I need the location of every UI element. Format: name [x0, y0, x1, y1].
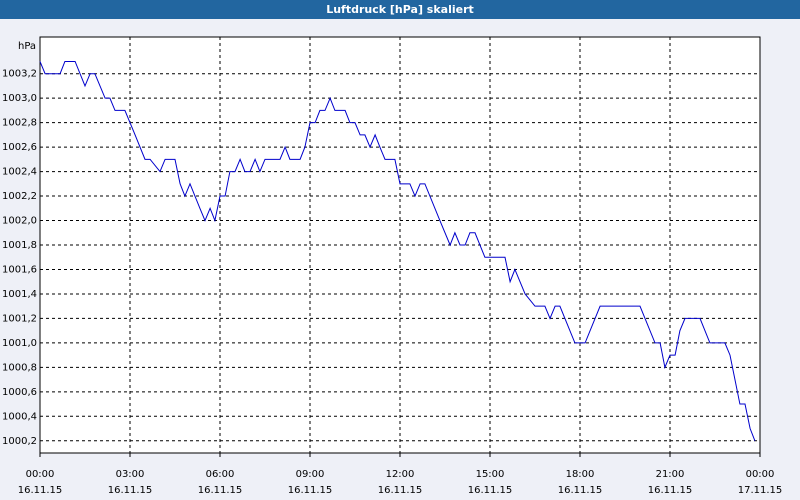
- title-bar: [0, 0, 800, 19]
- x-tick-label: 03:00: [116, 469, 145, 480]
- y-tick-label: 1000,4: [2, 411, 37, 422]
- y-tick-label: 1003,2: [2, 69, 37, 80]
- y-tick-label: 1001,6: [2, 264, 37, 275]
- y-axis-label: hPa: [18, 41, 36, 52]
- y-tick-label: 1001,8: [2, 240, 37, 251]
- x-tick-label: 00:00: [26, 469, 55, 480]
- x-tick-label: 06:00: [206, 469, 235, 480]
- y-tick-label: 1002,2: [2, 191, 37, 202]
- y-tick-label: 1002,0: [2, 216, 37, 227]
- y-tick-label: 1001,4: [2, 289, 37, 300]
- x-tick-label: 00:00: [746, 469, 775, 480]
- y-tick-label: 1002,6: [2, 142, 37, 153]
- x-tick-label: 16.11.15: [18, 485, 63, 496]
- x-tick-label: 16.11.15: [288, 485, 333, 496]
- plot-border: [39, 36, 761, 454]
- x-tick-label: 16.11.15: [378, 485, 423, 496]
- x-tick-label: 16.11.15: [108, 485, 153, 496]
- x-tick-label: 18:00: [566, 469, 595, 480]
- data-line: [39, 60, 756, 441]
- y-tick-label: 1001,0: [2, 338, 37, 349]
- x-tick-label: 16.11.15: [468, 485, 513, 496]
- x-tick-label: 16.11.15: [648, 485, 693, 496]
- x-tick-label: 16.11.15: [558, 485, 603, 496]
- y-tick-label: 1000,2: [2, 436, 37, 447]
- y-tick-label: 1002,8: [2, 118, 37, 129]
- y-tick-label: 1001,2: [2, 313, 37, 324]
- x-tick-label: 15:00: [476, 469, 505, 480]
- x-tick-label: 17.11.15: [738, 485, 783, 496]
- y-tick-label: 1003,0: [2, 93, 37, 104]
- y-tick-label: 1000,8: [2, 362, 37, 373]
- x-tick-label: 16.11.15: [198, 485, 243, 496]
- y-tick-label: 1002,4: [2, 167, 37, 178]
- x-tick-label: 21:00: [656, 469, 685, 480]
- chart-title: Luftdruck [hPa] skaliert: [326, 3, 474, 16]
- x-tick-label: 12:00: [386, 469, 415, 480]
- x-tick-label: 09:00: [296, 469, 325, 480]
- y-tick-label: 1000,6: [2, 387, 37, 398]
